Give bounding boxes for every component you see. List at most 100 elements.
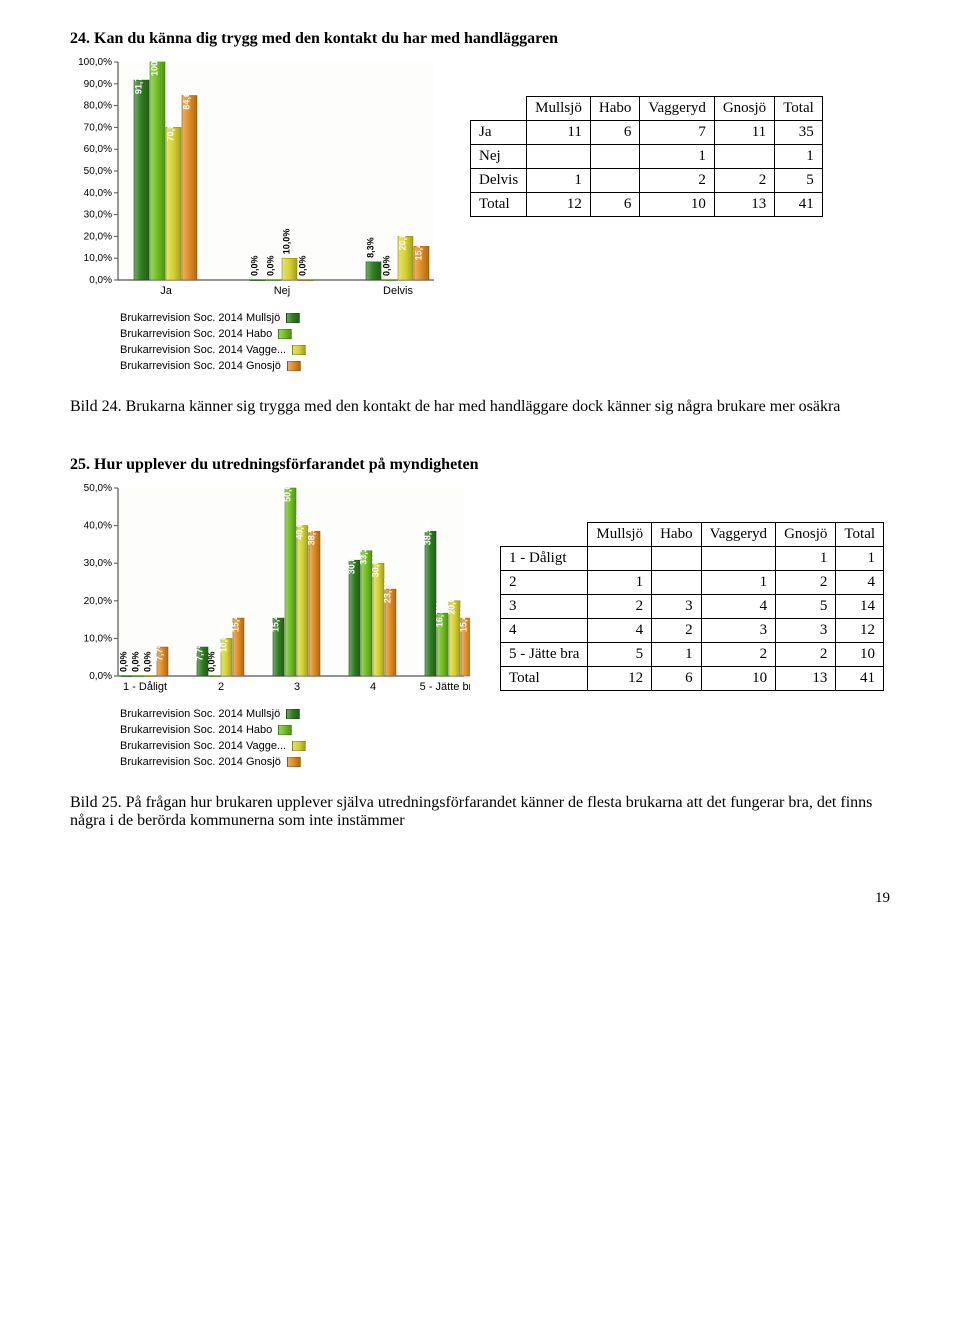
table-header: Vaggeryd xyxy=(701,523,775,547)
svg-text:60,0%: 60,0% xyxy=(84,144,112,155)
svg-text:40,0%: 40,0% xyxy=(84,521,112,532)
row-24: 0,0%10,0%20,0%30,0%40,0%50,0%60,0%70,0%8… xyxy=(70,56,890,374)
table-cell: 1 - Dåligt xyxy=(501,547,588,571)
svg-text:20,0%: 20,0% xyxy=(84,596,112,607)
table-cell: 13 xyxy=(714,193,774,217)
table-24: MullsjöHaboVaggerydGnosjöTotalJa11671135… xyxy=(470,96,823,217)
table-cell: 41 xyxy=(836,667,884,691)
table-row: Total126101341 xyxy=(471,193,823,217)
svg-text:50,0%: 50,0% xyxy=(84,483,112,494)
svg-text:0,0%: 0,0% xyxy=(266,255,276,276)
table-cell xyxy=(701,547,775,571)
table-header: Habo xyxy=(590,97,640,121)
legend-item: Brukarrevision Soc. 2014 Mullsjö xyxy=(120,310,440,326)
table-header: Mullsjö xyxy=(527,97,591,121)
table-cell: 6 xyxy=(652,667,702,691)
table-row: 1 - Dåligt11 xyxy=(501,547,884,571)
table-cell: 1 xyxy=(527,169,591,193)
table-cell: Ja xyxy=(471,121,527,145)
heading-25: 25. Hur upplever du utredningsförfarande… xyxy=(70,456,890,474)
table-header: Gnosjö xyxy=(776,523,836,547)
legend-item: Brukarrevision Soc. 2014 Habo xyxy=(120,326,440,342)
table-row: 4423312 xyxy=(501,619,884,643)
chart-25: 0,0%10,0%20,0%30,0%40,0%50,0%0,0%0,0%0,0… xyxy=(70,482,470,770)
svg-text:70,0%: 70,0% xyxy=(166,116,176,142)
table-cell: 10 xyxy=(836,643,884,667)
table-cell: 12 xyxy=(527,193,591,217)
legend-item: Brukarrevision Soc. 2014 Habo xyxy=(120,722,470,738)
table-header: Gnosjö xyxy=(714,97,774,121)
chart-24-svg: 0,0%10,0%20,0%30,0%40,0%50,0%60,0%70,0%8… xyxy=(70,56,440,306)
svg-text:30,0%: 30,0% xyxy=(371,552,381,578)
svg-text:91,7%: 91,7% xyxy=(134,69,144,95)
svg-text:Nej: Nej xyxy=(274,285,291,297)
table-row: 5 - Jätte bra512210 xyxy=(501,643,884,667)
svg-text:0,0%: 0,0% xyxy=(131,651,141,672)
section-24: 24. Kan du känna dig trygg med den konta… xyxy=(70,30,890,416)
svg-text:38,5%: 38,5% xyxy=(423,520,433,546)
svg-text:8,3%: 8,3% xyxy=(366,237,376,258)
svg-text:10,0%: 10,0% xyxy=(219,627,229,653)
caption-24: Bild 24. Brukarna känner sig trygga med … xyxy=(70,398,890,416)
svg-text:90,0%: 90,0% xyxy=(84,79,112,90)
table-cell: 12 xyxy=(588,667,652,691)
svg-text:20,0%: 20,0% xyxy=(398,225,408,251)
table-cell: 1 xyxy=(701,571,775,595)
svg-text:70,0%: 70,0% xyxy=(84,122,112,133)
table-cell: 2 xyxy=(776,643,836,667)
table-cell xyxy=(527,145,591,169)
svg-text:15,4%: 15,4% xyxy=(459,607,469,633)
table-cell: 2 xyxy=(776,571,836,595)
svg-text:40,0%: 40,0% xyxy=(295,514,305,540)
svg-text:10,0%: 10,0% xyxy=(84,633,112,644)
svg-text:Delvis: Delvis xyxy=(383,285,413,297)
table-cell: 5 xyxy=(775,169,823,193)
svg-text:0,0%: 0,0% xyxy=(298,255,308,276)
table-cell: 4 xyxy=(501,619,588,643)
caption-25: Bild 25. På frågan hur brukaren upplever… xyxy=(70,794,890,830)
svg-text:30,0%: 30,0% xyxy=(84,558,112,569)
table-row: Total126101341 xyxy=(501,667,884,691)
table-cell: 2 xyxy=(652,619,702,643)
table-cell: 3 xyxy=(701,619,775,643)
table-cell: 12 xyxy=(836,619,884,643)
svg-text:50,0%: 50,0% xyxy=(84,166,112,177)
table-cell: 5 xyxy=(776,595,836,619)
table-cell: 1 xyxy=(652,643,702,667)
table-cell: 2 xyxy=(701,643,775,667)
table-cell: 11 xyxy=(714,121,774,145)
svg-text:50,0%: 50,0% xyxy=(283,482,293,502)
svg-text:20,0%: 20,0% xyxy=(447,589,457,615)
table-cell: 41 xyxy=(775,193,823,217)
table-cell: 6 xyxy=(590,193,640,217)
table-header: Total xyxy=(775,97,823,121)
svg-text:7,7%: 7,7% xyxy=(195,641,205,662)
table-cell: 2 xyxy=(640,169,714,193)
section-25: 25. Hur upplever du utredningsförfarande… xyxy=(70,456,890,830)
svg-text:Ja: Ja xyxy=(160,285,173,297)
table-cell xyxy=(590,169,640,193)
table-header: Mullsjö xyxy=(588,523,652,547)
table-cell: 4 xyxy=(836,571,884,595)
table-cell xyxy=(652,547,702,571)
table-cell: 1 xyxy=(776,547,836,571)
chart-24: 0,0%10,0%20,0%30,0%40,0%50,0%60,0%70,0%8… xyxy=(70,56,440,374)
svg-text:10,0%: 10,0% xyxy=(282,229,292,255)
legend-25: Brukarrevision Soc. 2014 MullsjöBrukarre… xyxy=(120,706,470,770)
table-cell: Total xyxy=(471,193,527,217)
svg-text:1 - Dåligt: 1 - Dåligt xyxy=(123,681,167,693)
table-header xyxy=(501,523,588,547)
table-cell: 5 - Jätte bra xyxy=(501,643,588,667)
table-row: 3234514 xyxy=(501,595,884,619)
svg-text:3: 3 xyxy=(294,681,300,693)
table-cell: 35 xyxy=(775,121,823,145)
svg-text:40,0%: 40,0% xyxy=(84,188,112,199)
svg-text:84,6%: 84,6% xyxy=(182,84,192,110)
svg-text:5 - Jätte bra: 5 - Jätte bra xyxy=(420,681,470,693)
svg-text:15,4%: 15,4% xyxy=(231,607,241,633)
svg-text:0,0%: 0,0% xyxy=(143,651,153,672)
chart-25-svg: 0,0%10,0%20,0%30,0%40,0%50,0%0,0%0,0%0,0… xyxy=(70,482,470,702)
table-cell: 11 xyxy=(527,121,591,145)
svg-text:7,7%: 7,7% xyxy=(155,641,165,662)
table-cell: Nej xyxy=(471,145,527,169)
